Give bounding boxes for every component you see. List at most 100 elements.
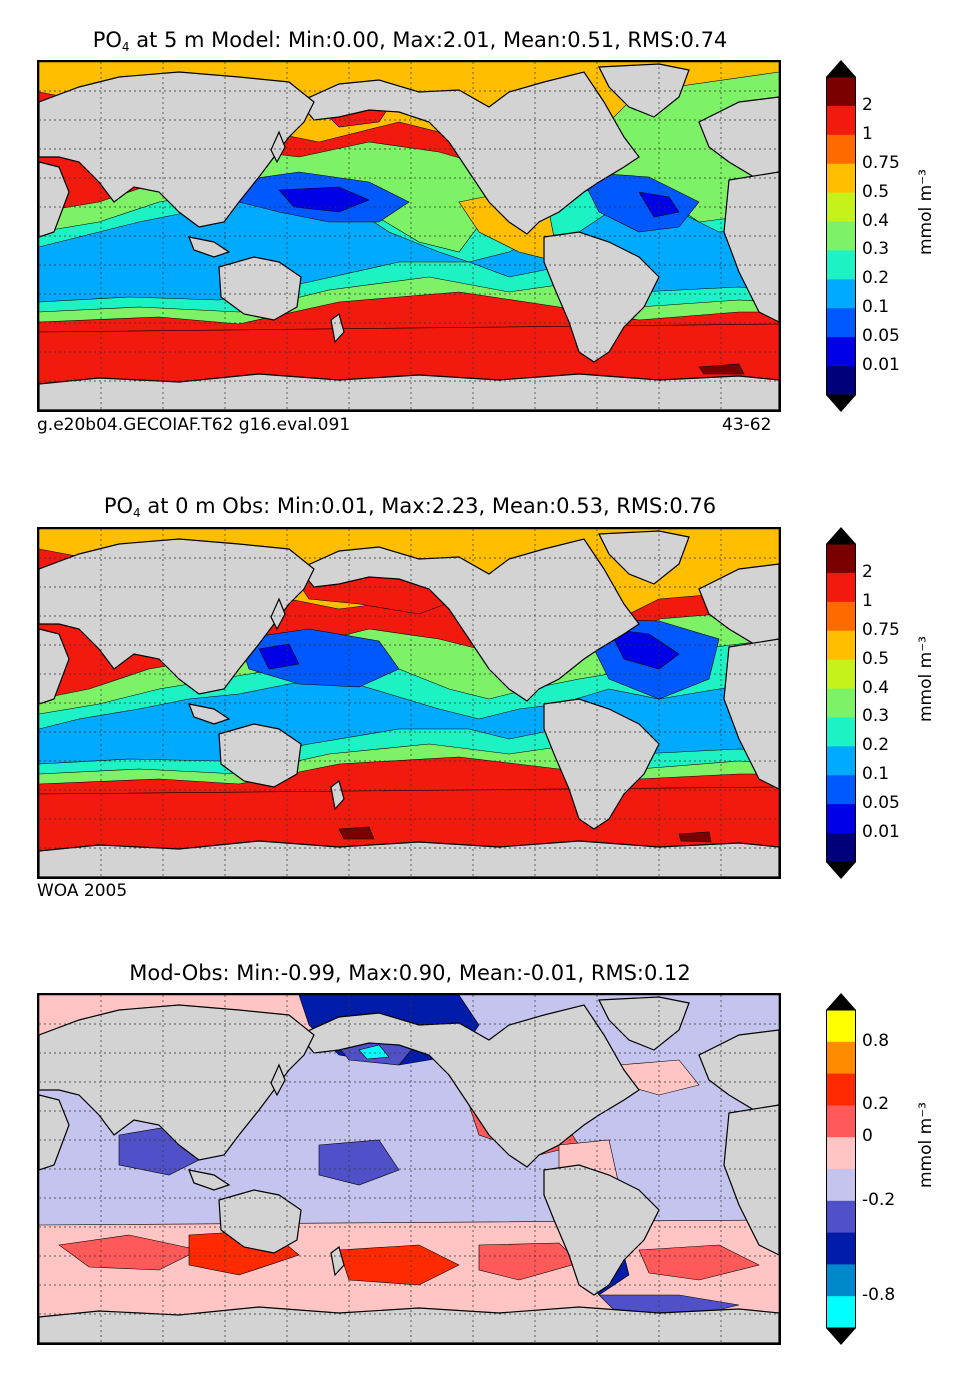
colorbar-swatch	[826, 659, 856, 690]
obs-source-label: WOA 2005	[37, 881, 128, 901]
colorbar-swatch	[826, 192, 856, 223]
obs-map	[37, 527, 781, 879]
antarctica-landmass	[39, 1306, 779, 1343]
africa-landmass	[723, 1104, 779, 1256]
model-panel: PO4 at 5 m Model: Min:0.00, Max:2.01, Me…	[0, 0, 971, 460]
japan-landmass	[270, 597, 286, 631]
colorbar-tick-label: 0.05	[862, 793, 900, 814]
colorbar-swatch	[826, 279, 856, 309]
indonesia-landmass	[188, 236, 231, 258]
new-zealand-landmass	[330, 779, 345, 811]
australia-landmass	[218, 1189, 302, 1254]
colorbar-swatch	[826, 366, 856, 396]
colorbar-extend-max	[826, 993, 856, 1010]
contour-region	[258, 643, 300, 670]
colorbar-extend-min	[826, 862, 856, 879]
colorbar-tick-label: -0.8	[862, 1285, 896, 1306]
colorbar-tick-label: 0.8	[862, 1030, 890, 1051]
contour-region	[58, 1234, 200, 1271]
colorbar-swatch	[826, 250, 856, 280]
greenland-landmass	[598, 996, 690, 1051]
colorbar-swatch	[826, 1264, 856, 1297]
colorbar-tick-label: -0.2	[862, 1189, 896, 1210]
antarctica-landmass	[39, 840, 779, 877]
new-zealand-landmass	[330, 1245, 345, 1277]
greenland-landmass	[598, 63, 690, 118]
colorbar-swatch	[826, 601, 856, 632]
colorbar-tick-label: 0.2	[862, 1094, 890, 1115]
contour-region	[578, 171, 700, 233]
colorbar-swatch	[826, 630, 856, 661]
colorbar-extend-max	[826, 60, 856, 77]
south-america-landmass	[543, 698, 660, 830]
colorbar-tick-label: 0.5	[862, 181, 890, 202]
colorbar-swatch	[826, 1137, 856, 1170]
colorbar-tick-label: 2	[862, 94, 873, 115]
colorbar-tick-label: 0.3	[862, 706, 890, 727]
antarctica-landmass	[39, 373, 779, 410]
obs-panel: PO4 at 0 m Obs: Min:0.01, Max:2.23, Mean…	[37, 494, 936, 901]
colorbar-tick-label: 0.75	[862, 152, 900, 173]
colorbar-swatch	[826, 1200, 856, 1234]
south-america-landmass	[543, 1164, 660, 1296]
colorbar-swatch	[826, 1105, 856, 1138]
colorbar-tick-label: 0.4	[862, 210, 890, 231]
japan-landmass	[270, 130, 286, 164]
colorbar-extend-max	[826, 527, 856, 544]
colorbar-tick-label: 2	[862, 561, 873, 582]
contour-region	[638, 1244, 760, 1281]
africa-landmass	[723, 638, 779, 790]
colorbar-swatch	[826, 221, 856, 251]
colorbar-swatch	[826, 572, 856, 603]
colorbar-swatch	[826, 308, 856, 338]
europe-asia-landmass	[39, 71, 315, 228]
model-panel-title: PO4 at 5 m Model: Min:0.00, Max:2.01, Me…	[92, 28, 728, 54]
contour-region	[238, 628, 400, 688]
colorbar-swatch	[826, 1041, 856, 1075]
diff-map	[37, 993, 781, 1345]
colorbar-swatch	[826, 77, 856, 107]
south-america-landmass	[543, 231, 660, 363]
contour-region	[638, 191, 680, 218]
contour-region	[318, 1139, 400, 1186]
north-america-landmass	[298, 1004, 640, 1168]
colorbar-tick-label: 0.3	[862, 239, 890, 260]
colorbar-swatch	[826, 337, 856, 367]
colorbar-tick-label: 0.1	[862, 297, 890, 318]
obs-colorbar	[826, 527, 856, 879]
greenland-landmass	[598, 530, 690, 585]
model-colorbar	[826, 60, 856, 412]
diff-colorbar	[826, 993, 856, 1345]
colorbar-tick-label: 0.2	[862, 268, 890, 289]
contour-region	[358, 1044, 390, 1060]
colorbar-tick-label: 0.01	[862, 822, 900, 843]
colorbar-tick-label: 1	[862, 123, 873, 144]
colorbar-tick-label: 0.1	[862, 764, 890, 785]
africa-landmass	[723, 171, 779, 323]
colorbar-tick-label: 0.05	[862, 326, 900, 347]
colorbar-swatch	[826, 1232, 856, 1265]
colorbar-swatch	[826, 163, 856, 194]
diff-panel-title: Mod-Obs: Min:-0.99, Max:0.90, Mean:-0.01…	[129, 961, 691, 985]
colorbar-swatch	[826, 775, 856, 805]
australia-landmass	[218, 256, 302, 321]
colorbar-tick-label: 0.01	[862, 355, 900, 376]
model-map	[37, 60, 781, 412]
europe-asia-landmass	[39, 1004, 315, 1161]
contour-region	[338, 1244, 460, 1286]
contour-region	[608, 628, 680, 670]
colorbar-tick-label: 0.2	[862, 735, 890, 756]
colorbar-swatch	[826, 804, 856, 834]
colorbar-tick-label: 0.4	[862, 677, 890, 698]
contour-region	[698, 363, 745, 375]
colorbar-tick-label: 0	[862, 1126, 873, 1147]
colorbar-extend-min	[826, 1328, 856, 1345]
north-america-landmass	[298, 71, 640, 235]
colorbar-tick-label: 0.75	[862, 619, 900, 640]
indonesia-landmass	[188, 1169, 231, 1191]
contour-region	[278, 186, 370, 213]
indonesia-landmass	[188, 703, 231, 725]
africa-west-landmass	[39, 1094, 70, 1171]
model-years-label: 43-62	[722, 415, 772, 435]
colorbar-extend-min	[826, 395, 856, 412]
